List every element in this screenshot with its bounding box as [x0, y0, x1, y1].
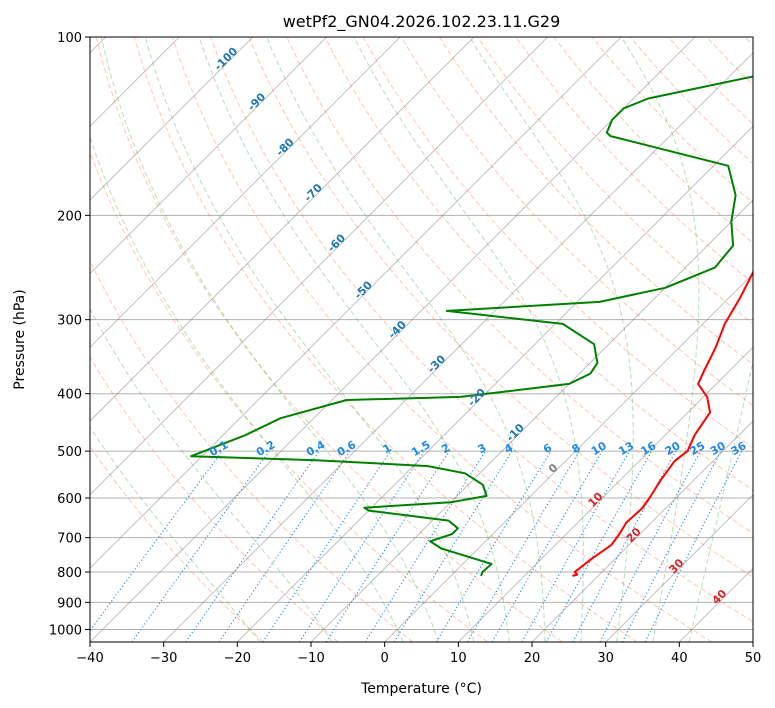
plot-frame	[89, 36, 754, 643]
x-tick-label: 30	[597, 651, 614, 666]
moist-adiabat-line	[198, 37, 510, 642]
isotherm-line	[90, 37, 475, 422]
chart-title: wetPf2_GN04.2026.102.23.11.G29	[283, 12, 561, 32]
isotherm-line	[90, 37, 696, 642]
mixing-ratio-lines	[90, 450, 743, 642]
moist-adiabat-line	[100, 37, 439, 642]
x-tick-label: 10	[450, 651, 467, 666]
x-tick-label: 0	[381, 651, 389, 666]
isotherm-line	[458, 346, 753, 642]
y-tick-label: 500	[57, 445, 82, 460]
temperature-line	[572, 270, 753, 577]
x-axis-ticks: −40 −30 −20 −10 0 10 20 30 40 50	[76, 642, 761, 666]
x-tick-label: −20	[224, 651, 251, 666]
dry-adiabat-line	[324, 37, 753, 491]
isotherm-line	[163, 52, 753, 642]
x-axis-label: Temperature (°C)	[360, 681, 482, 697]
y-axis-ticks: 100 200 300 400 500 600 700 800 900 1000	[49, 31, 90, 638]
moist-adiabat-line	[688, 358, 753, 642]
mixing-ratio-line	[131, 450, 270, 642]
x-tick-label: 50	[745, 651, 762, 666]
profile-series	[190, 75, 753, 577]
x-tick-label: −10	[297, 651, 324, 666]
dry-adiabat-line	[515, 37, 753, 284]
dry-adiabat-line	[95, 37, 563, 642]
isotherm-line	[384, 273, 753, 642]
isotherm-line	[90, 37, 401, 348]
y-tick-label: 400	[57, 388, 82, 403]
moist-adiabat-line	[90, 426, 261, 642]
isotherm-line	[237, 125, 753, 642]
y-tick-label: 700	[57, 532, 82, 547]
dewpoint-line	[190, 75, 753, 577]
isotherm-line	[310, 199, 753, 642]
isotherms	[90, 37, 753, 642]
mixing-ratio-line	[218, 450, 351, 642]
x-tick-label: −40	[76, 651, 103, 666]
dry-adiabat-line	[171, 37, 712, 642]
mixing-ratio-line	[599, 450, 701, 642]
y-tick-label: 600	[57, 492, 82, 507]
mixing-ratio-line	[262, 450, 392, 642]
y-tick-label: 900	[57, 596, 82, 611]
mixing-ratio-line	[491, 450, 603, 642]
moist-adiabat-line	[90, 135, 404, 642]
dry-adiabat-line	[90, 150, 488, 642]
isotherm-line	[90, 37, 548, 496]
y-tick-label: 300	[57, 314, 82, 329]
isotherm-line	[531, 420, 753, 642]
moist-adiabat-line	[266, 37, 546, 642]
dry-adiabat-line	[90, 356, 339, 642]
dry-adiabat-line	[400, 37, 753, 407]
mixing-ratio-line	[90, 450, 223, 632]
dry-adiabat-line	[133, 37, 638, 642]
isotherm-line	[90, 37, 254, 201]
isotherm-line	[90, 37, 622, 569]
x-tick-label: 20	[524, 651, 541, 666]
moist-adiabat-line	[144, 37, 475, 642]
y-tick-label: 1000	[49, 623, 82, 638]
x-tick-label: −30	[150, 651, 177, 666]
dry-adiabat-line	[438, 37, 753, 366]
pressure-gridlines	[90, 37, 753, 630]
y-tick-label: 800	[57, 566, 82, 581]
isotherm-line	[90, 37, 327, 275]
isotherm-line	[605, 494, 753, 642]
moist-adiabat-line	[353, 37, 584, 642]
mixing-ratio-line	[621, 450, 722, 642]
mixing-ratio-line	[393, 450, 513, 642]
moist-adiabat-line	[620, 37, 700, 642]
mixing-ratio-line	[435, 450, 552, 642]
y-axis-label: Pressure (hPa)	[12, 289, 28, 389]
mixing-ratio-line	[467, 450, 580, 642]
moist-adiabat-line	[90, 308, 333, 642]
dry-adiabat-line	[248, 37, 753, 578]
dry-adiabat-line	[210, 37, 753, 623]
y-tick-label: 100	[57, 31, 82, 46]
dry-adiabat-line	[90, 445, 264, 642]
y-tick-label: 200	[57, 209, 82, 224]
x-tick-label: 40	[671, 651, 688, 666]
